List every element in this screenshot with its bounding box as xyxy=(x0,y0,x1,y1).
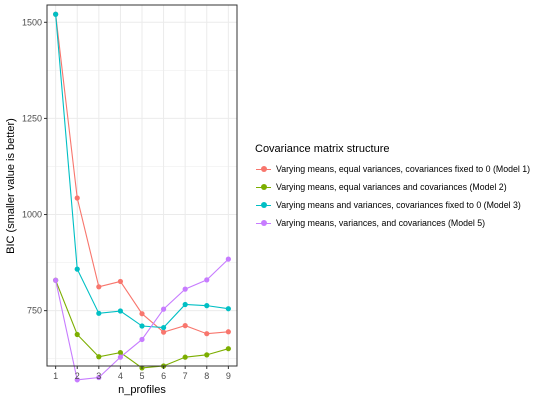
legend-key-model-3 xyxy=(255,197,272,214)
series-point-4 xyxy=(160,306,167,312)
series-point-3 xyxy=(204,303,210,309)
legend-item-model-3: Varying means and variances, covariances… xyxy=(255,196,530,214)
y-tick-label: 1500 xyxy=(22,17,42,27)
series-point-3 xyxy=(74,266,80,272)
x-tick-label: 8 xyxy=(204,371,209,381)
series-point-3 xyxy=(96,310,102,316)
series-point-2 xyxy=(225,346,231,352)
y-tick-label: 1250 xyxy=(22,113,42,123)
series-point-3 xyxy=(53,11,59,17)
series-point-2 xyxy=(74,331,80,338)
series-point-3 xyxy=(225,306,231,312)
legend-label-model-3: Varying means and variances, covariances… xyxy=(276,200,521,210)
legend-item-model-1: Varying means, equal variances, covarian… xyxy=(255,160,530,178)
series-point-2 xyxy=(182,354,188,360)
series-point-1 xyxy=(117,278,124,285)
y-tick-label: 1000 xyxy=(22,210,42,220)
legend-label-model-1: Varying means, equal variances, covarian… xyxy=(276,164,531,174)
legend-key-model-1 xyxy=(255,161,272,178)
series-point-2 xyxy=(204,352,210,358)
x-tick-label: 7 xyxy=(183,371,188,381)
x-tick-label: 5 xyxy=(139,371,144,381)
series-point-1 xyxy=(204,331,210,337)
series-point-3 xyxy=(117,308,124,314)
legend-label-model-5: Varying means, variances, and covariance… xyxy=(276,218,486,228)
x-tick-label: 6 xyxy=(161,371,166,381)
series-point-3 xyxy=(139,323,145,329)
series-point-2 xyxy=(117,349,124,356)
series-point-3 xyxy=(182,301,188,308)
x-axis-title: n_profiles xyxy=(118,384,166,396)
legend: Covariance matrix structure Varying mean… xyxy=(255,143,530,232)
series-point-4 xyxy=(139,336,145,343)
series-point-4 xyxy=(117,354,124,360)
series-point-2 xyxy=(96,354,102,360)
legend-item-model-5: Varying means, variances, and covariance… xyxy=(255,214,530,232)
legend-item-model-2: Varying means, equal variances and covar… xyxy=(255,178,530,196)
x-tick-label: 9 xyxy=(226,371,231,381)
legend-key-model-5 xyxy=(255,215,272,232)
x-tick-label: 2 xyxy=(75,371,80,381)
y-tick-label: 750 xyxy=(27,306,42,316)
series-point-1 xyxy=(96,284,102,290)
series-point-1 xyxy=(139,311,145,317)
x-tick-label: 1 xyxy=(53,371,58,381)
legend-title: Covariance matrix structure xyxy=(255,143,390,155)
legend-label-model-2: Varying means, equal variances and covar… xyxy=(276,182,507,192)
series-point-1 xyxy=(225,329,231,335)
series-point-3 xyxy=(160,324,167,331)
series-point-4 xyxy=(53,277,59,283)
series-point-4 xyxy=(204,277,210,283)
series-point-4 xyxy=(225,256,231,262)
x-tick-label: 3 xyxy=(96,371,101,381)
major-gridlines xyxy=(47,5,237,366)
x-tick-label: 4 xyxy=(118,371,123,381)
series-point-1 xyxy=(182,323,188,329)
series-point-4 xyxy=(74,377,80,383)
legend-key-model-2 xyxy=(255,179,272,196)
series-point-4 xyxy=(96,374,102,381)
series-point-4 xyxy=(182,286,188,292)
y-axis-title: BIC (smaller value is better) xyxy=(5,118,17,254)
series-point-1 xyxy=(74,195,80,201)
series-point-1 xyxy=(160,329,167,335)
axis-layer: 750 1000 1250 1500 1 2 3 4 5 6 7 8 9 xyxy=(22,17,231,381)
